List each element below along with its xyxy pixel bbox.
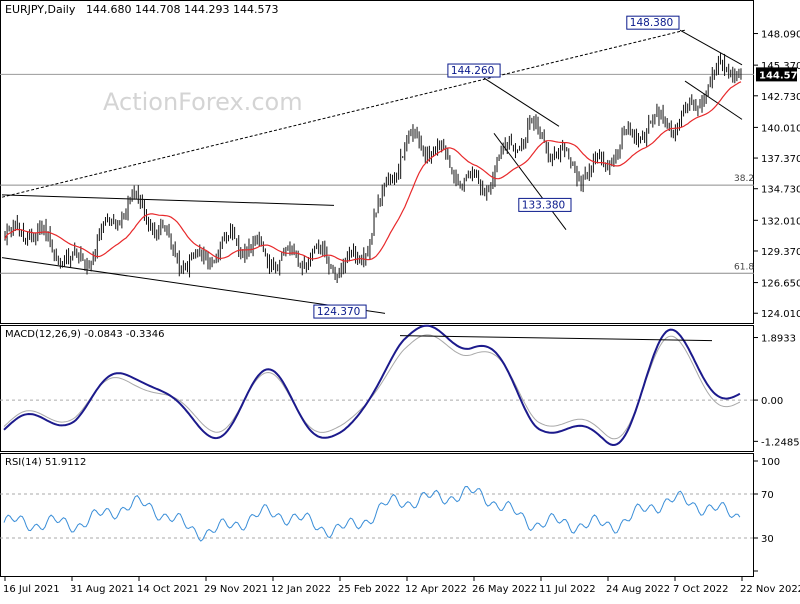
price-tick-label: 148.090	[761, 30, 800, 41]
moving-average-line	[4, 81, 742, 262]
date-tick-label: 12 Apr 2022	[405, 584, 467, 595]
price-tick-label: 132.010	[761, 216, 800, 227]
macd-tick-label: -1.2485	[761, 437, 800, 448]
upper-channel-line	[1, 194, 335, 206]
descending-line-c	[679, 29, 743, 66]
macd-title: MACD(12,26,9) -0.0843 -0.3346	[5, 329, 165, 340]
ohlc-label: 144.680 144.708 144.293 144.573	[86, 3, 278, 16]
date-tick-label: 14 Oct 2021	[137, 584, 199, 595]
price-tick-label: 134.730	[761, 185, 800, 196]
current-price-badge	[756, 67, 797, 82]
rsi-line	[3, 485, 741, 542]
price-annotation-label: 124.370	[317, 306, 360, 318]
price-tick-label: 142.730	[761, 92, 800, 103]
descending-line-d	[684, 80, 743, 120]
macd-trend-line	[399, 335, 713, 342]
date-tick-label: 7 Oct 2022	[673, 584, 728, 595]
date-tick-label: 25 Feb 2022	[338, 584, 400, 595]
date-tick-label: 16 Jul 2021	[3, 584, 60, 595]
macd-tick-label: 1.8933	[761, 334, 796, 345]
rsi-tick-label: 70	[761, 490, 774, 501]
fib-level-label: 61.8	[734, 262, 754, 272]
fib-level-label: 38.2	[734, 174, 754, 184]
date-tick-label: 24 Aug 2022	[606, 584, 670, 595]
price-tick-label: 140.010	[761, 123, 800, 134]
price-tick-label: 145.370	[761, 61, 800, 72]
date-tick-label: 11 Jul 2022	[539, 584, 596, 595]
date-tick-label: 26 May 2022	[472, 584, 537, 595]
date-tick-label: 22 Nov 2022	[740, 584, 800, 595]
descending-line-b	[493, 133, 567, 231]
price-annotation-label: 148.380	[630, 17, 673, 29]
macd-panel-frame	[0, 325, 754, 452]
price-annotation-label: 133.380	[522, 199, 565, 211]
lower-channel-line	[1, 257, 386, 314]
date-tick-label: 31 Aug 2021	[70, 584, 134, 595]
rsi-title: RSI(14) 51.9112	[5, 457, 86, 468]
macd-signal-line	[3, 334, 741, 440]
dashed-trend-line	[1, 29, 686, 198]
rsi-panel-frame	[0, 453, 754, 577]
price-annotation-box	[518, 197, 572, 212]
date-tick-label: 29 Nov 2021	[204, 584, 268, 595]
price-tick-label: 124.010	[761, 309, 800, 320]
price-annotation-box	[447, 63, 501, 78]
macd-tick-label: 0.00	[761, 396, 783, 407]
price-tick-label: 129.370	[761, 247, 800, 258]
price-annotation-box	[626, 15, 680, 30]
watermark-text: ActionForex.com	[103, 88, 303, 116]
symbol-label: EURJPY,Daily	[5, 3, 76, 16]
price-tick-label: 126.650	[761, 279, 800, 290]
rsi-tick-label: 30	[761, 534, 774, 545]
macd-line	[3, 324, 741, 447]
current-price-label: 144.573	[759, 70, 800, 81]
price-annotation-box	[313, 304, 367, 319]
date-tick-label: 12 Jan 2022	[271, 584, 331, 595]
descending-line-a	[483, 77, 560, 127]
price-annotation-label: 144.260	[451, 65, 494, 77]
price-tick-label: 137.370	[761, 154, 800, 165]
price-panel-frame	[0, 0, 754, 324]
rsi-tick-label: 100	[761, 457, 780, 468]
